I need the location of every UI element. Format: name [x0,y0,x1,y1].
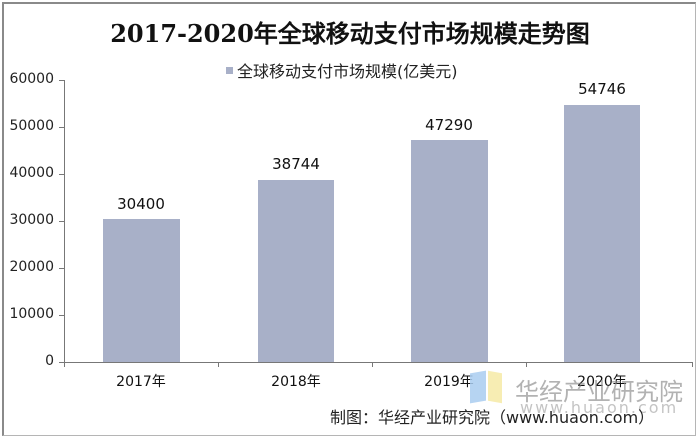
watermark-logo-icon [488,370,502,404]
y-tick [59,80,64,81]
bar-2020 [564,105,640,362]
x-tick [218,362,219,367]
y-tick-label: 30000 [9,212,54,228]
value-label: 54746 [578,80,626,98]
y-tick [59,362,64,363]
source-note: 制图：华经产业研究院（www.huaon.com） [330,408,655,427]
y-axis [64,80,65,363]
watermark-url: www.huaon.com [520,398,679,417]
x-axis [64,362,693,363]
y-tick [59,268,64,269]
legend-swatch-icon [226,66,233,74]
x-tick-label: 2017年 [116,374,166,390]
y-tick [59,174,64,175]
y-tick-label: 60000 [9,71,54,87]
bar-2019 [411,140,488,362]
watermark: 华经产业研究院 www.huaon.com [470,370,683,417]
y-tick [59,127,64,128]
bar-2018 [258,180,334,362]
y-tick-label: 0 [45,353,54,369]
value-label: 47290 [425,116,473,134]
watermark-name: 华经产业研究院 [515,378,683,406]
watermark-logo-icon [470,370,486,404]
chart-frame [2,2,696,436]
value-label: 30400 [117,195,165,213]
y-tick-label: 10000 [9,306,54,322]
x-tick-label: 2019年 [424,374,474,390]
y-tick-label: 20000 [9,259,54,275]
y-tick [59,315,64,316]
y-tick [59,221,64,222]
y-tick-label: 40000 [9,165,54,181]
bar-2017 [103,219,180,362]
legend-label: 全球移动支付市场规模(亿美元) [237,62,458,81]
x-tick [64,362,65,367]
x-tick [526,362,527,367]
x-tick [692,362,693,367]
x-tick-label: 2018年 [271,374,321,390]
x-tick-label: 2020年 [577,374,627,390]
chart-title: 2017-2020年全球移动支付市场规模走势图 [110,19,590,48]
y-tick-label: 50000 [9,118,54,134]
value-label: 38744 [272,155,320,173]
chart-legend: 全球移动支付市场规模(亿美元) [226,58,458,82]
x-tick [372,362,373,367]
